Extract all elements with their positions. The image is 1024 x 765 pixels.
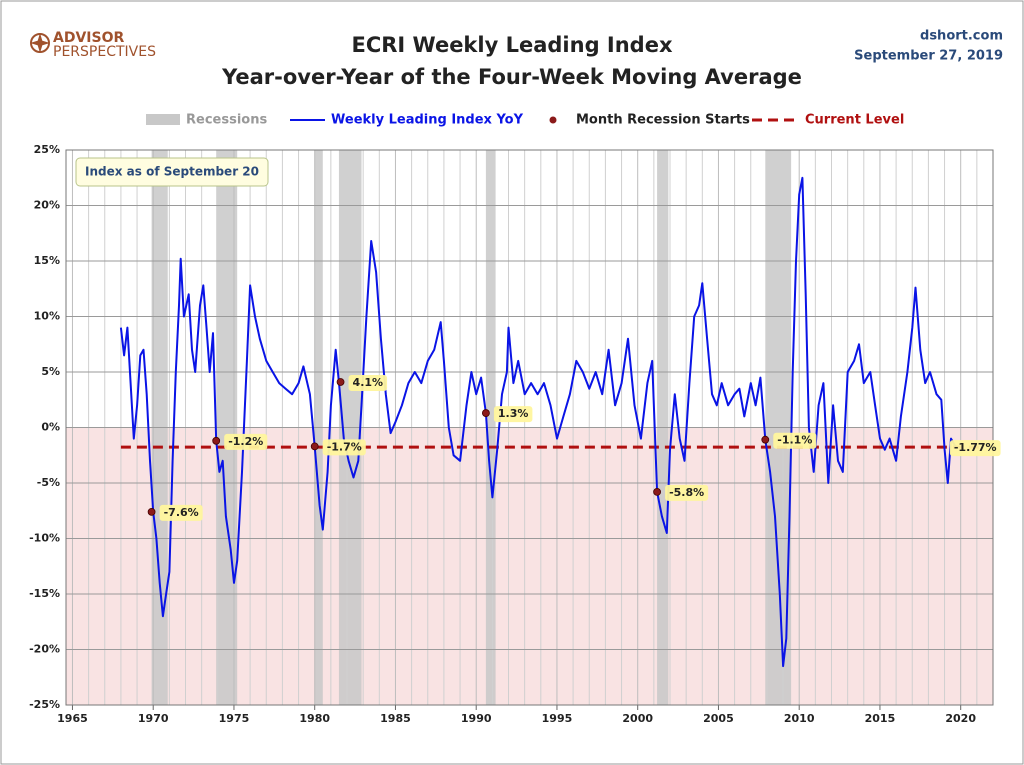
value-label-box <box>348 374 388 391</box>
value-label: -7.6% <box>164 506 199 519</box>
legend: Recessions Weekly Leading Index YoY Mont… <box>146 113 904 128</box>
recession-start-marker <box>147 507 156 516</box>
value-label-box <box>493 406 533 423</box>
recession-start-marker <box>481 409 490 417</box>
recession-start-marker <box>653 487 661 496</box>
y-tick-label: 15% <box>34 254 60 267</box>
value-label-box <box>159 504 203 521</box>
plot-border <box>65 149 994 706</box>
legend-label: Weekly Leading Index YoY <box>331 113 524 128</box>
value-label-box <box>224 433 268 450</box>
annotation-box <box>75 157 269 187</box>
recession-start-marker <box>310 442 319 451</box>
annotation: Index as of September 20 <box>85 165 259 179</box>
x-tick-label: 1985 <box>380 712 411 725</box>
x-tick-label: 1970 <box>138 712 169 725</box>
value-label: -1.77% <box>954 441 997 454</box>
value-label-box <box>949 440 1001 457</box>
legend-label: Current Level <box>805 113 904 128</box>
x-tick-label: 1975 <box>219 712 250 725</box>
value-label: 1.3% <box>498 407 529 420</box>
value-label: -1.1% <box>777 434 812 447</box>
legend-swatch <box>146 114 180 125</box>
value-label: -1.7% <box>327 440 362 453</box>
legend-label: Recessions <box>186 113 267 128</box>
y-tick-label: 0% <box>41 421 60 434</box>
date: September 27, 2019 <box>854 49 1003 64</box>
y-tick-label: 10% <box>34 310 60 323</box>
source: dshort.com <box>920 29 1003 44</box>
chart-title: ECRI Weekly Leading Index <box>351 33 672 57</box>
logo-text: PERSPECTIVES <box>53 44 156 60</box>
y-tick-label: -25% <box>29 698 60 711</box>
y-tick-label: 20% <box>34 199 60 212</box>
y-tick-label: -20% <box>29 643 60 656</box>
x-tick-label: 1990 <box>461 712 492 725</box>
recession-start-marker <box>761 435 770 444</box>
logo-text: ADVISOR <box>53 30 124 46</box>
value-label-box <box>665 484 709 501</box>
legend-label: Month Recession Starts <box>576 113 750 128</box>
y-tick-label: -5% <box>37 476 60 489</box>
x-tick-label: 1995 <box>542 712 573 725</box>
recession-start-marker <box>336 378 345 386</box>
recession-start-marker <box>212 436 221 445</box>
x-tick-label: 2005 <box>703 712 734 725</box>
value-label: 4.1% <box>353 376 384 389</box>
x-tick-label: 2020 <box>945 712 976 725</box>
legend-swatch <box>549 116 557 124</box>
x-tick-label: 2000 <box>622 712 653 725</box>
x-tick-label: 1980 <box>299 712 330 725</box>
y-tick-label: -10% <box>29 532 60 545</box>
value-label-box <box>773 432 817 449</box>
x-tick-label: 2010 <box>784 712 815 725</box>
line-series <box>119 176 957 668</box>
logo-icon-star <box>30 33 50 53</box>
x-tick-label: 1965 <box>57 712 88 725</box>
x-tick-label: 2015 <box>865 712 896 725</box>
y-tick-label: 5% <box>41 365 60 378</box>
value-label: -1.2% <box>228 435 263 448</box>
y-tick-label: -15% <box>29 587 60 600</box>
y-tick-label: 25% <box>34 143 60 156</box>
value-label: -5.8% <box>669 486 704 499</box>
chart-subtitle: Year-over-Year of the Four-Week Moving A… <box>221 65 802 89</box>
value-label-box <box>322 439 366 456</box>
negative-region <box>66 427 993 705</box>
